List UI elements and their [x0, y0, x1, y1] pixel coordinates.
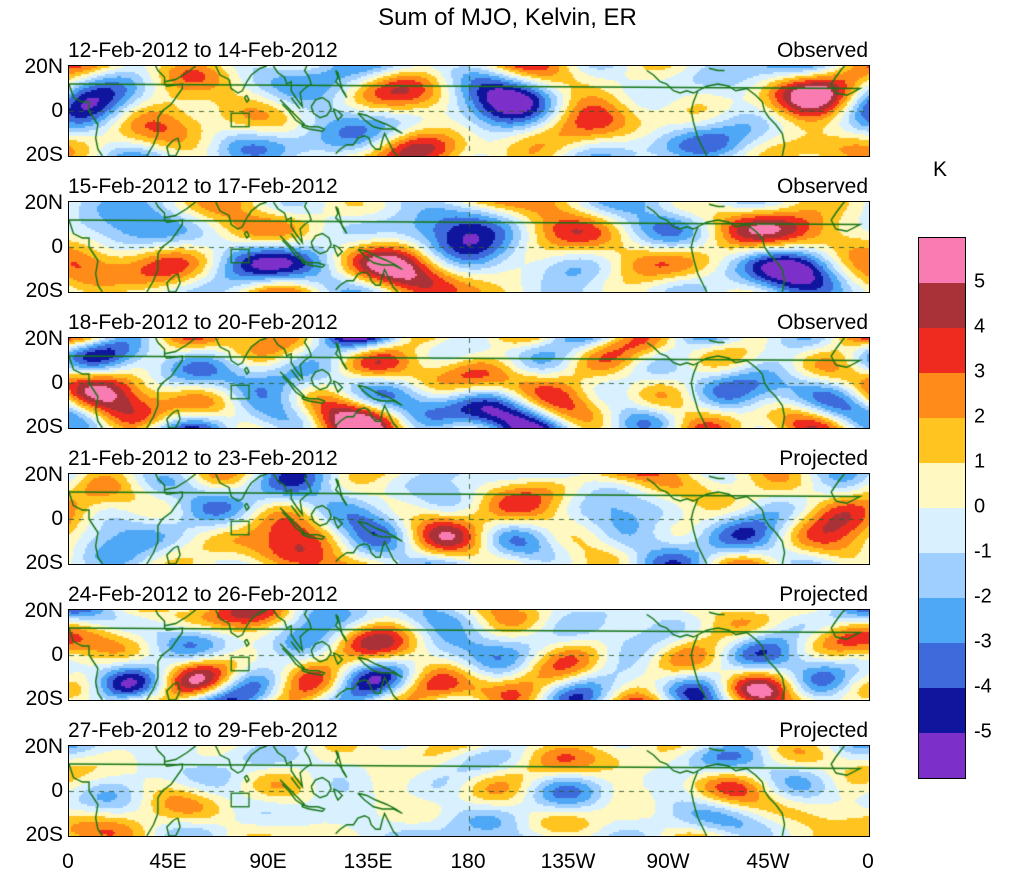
panel-date-range: 12-Feb-2012 to 14-Feb-2012	[68, 39, 338, 62]
y-tick-0: 0	[51, 643, 63, 666]
panel-date-range: 24-Feb-2012 to 26-Feb-2012	[68, 583, 338, 606]
y-tick-20N: 20N	[24, 55, 63, 78]
panel-status-label: Projected	[779, 719, 868, 742]
panel-header: 15-Feb-2012 to 17-Feb-2012 Observed	[68, 174, 868, 201]
panel-header: 24-Feb-2012 to 26-Feb-2012 Projected	[68, 582, 868, 609]
colorbar-tick-label: -2	[974, 585, 992, 608]
map-panel: 24-Feb-2012 to 26-Feb-2012 Projected 20N…	[0, 582, 870, 710]
panel-date-range: 27-Feb-2012 to 29-Feb-2012	[68, 719, 338, 742]
colorbar-segment	[919, 463, 965, 508]
map-panel: 15-Feb-2012 to 17-Feb-2012 Observed 20N …	[0, 174, 870, 302]
y-tick-0: 0	[51, 507, 63, 530]
chart-title: Sum of MJO, Kelvin, ER	[378, 4, 637, 31]
colorbar-segment	[919, 688, 965, 733]
y-tick-0: 0	[51, 235, 63, 258]
y-tick-20S: 20S	[25, 279, 63, 302]
panel-header: 12-Feb-2012 to 14-Feb-2012 Observed	[68, 38, 868, 65]
colorbar-tick-labels: 5 4 3 2 1 0 -1 -2 -3 -4 -5	[974, 237, 1014, 777]
y-tick-0: 0	[51, 779, 63, 802]
colorbar-segment	[919, 733, 965, 778]
colorbar-segment	[919, 643, 965, 688]
x-tick-label: 0	[862, 850, 874, 873]
x-axis: 0 45E 90E 135E 180 135W 90W 45W 0	[0, 850, 1015, 878]
y-tick-20S: 20S	[25, 143, 63, 166]
y-tick-20N: 20N	[24, 463, 63, 486]
colorbar-tick-label: 4	[974, 315, 986, 338]
panel-header: 18-Feb-2012 to 20-Feb-2012 Observed	[68, 310, 868, 337]
contour-map-canvas	[69, 474, 869, 564]
map-area: 20N 0 20S	[24, 327, 870, 438]
panel-date-range: 21-Feb-2012 to 23-Feb-2012	[68, 447, 338, 470]
colorbar-tick-label: 5	[974, 270, 986, 293]
map-area: 20N 0 20S	[24, 735, 870, 846]
colorbar	[918, 237, 966, 779]
map-panel: 27-Feb-2012 to 29-Feb-2012 Projected 20N…	[0, 718, 870, 846]
y-tick-0: 0	[51, 371, 63, 394]
map-panel: 21-Feb-2012 to 23-Feb-2012 Projected 20N…	[0, 446, 870, 574]
panels-container: 12-Feb-2012 to 14-Feb-2012 Observed 20N …	[0, 38, 870, 854]
colorbar-segment	[919, 508, 965, 553]
colorbar-tick-label: -3	[974, 630, 992, 653]
y-tick-20S: 20S	[25, 551, 63, 574]
contour-map-canvas	[69, 66, 869, 156]
map-area: 20N 0 20S	[24, 463, 870, 574]
colorbar-tick-label: 1	[974, 450, 986, 473]
panel-status-label: Observed	[776, 175, 868, 198]
map-area: 20N 0 20S	[24, 191, 870, 302]
panel-date-range: 15-Feb-2012 to 17-Feb-2012	[68, 175, 338, 198]
map-area: 20N 0 20S	[24, 599, 870, 710]
y-tick-20S: 20S	[25, 415, 63, 438]
colorbar-tick-label: -1	[974, 540, 992, 563]
contour-map-canvas	[69, 338, 869, 428]
panel-status-label: Observed	[776, 39, 868, 62]
x-tick-label: 45W	[746, 850, 790, 873]
colorbar-tick-label: 3	[974, 360, 986, 383]
panel-date-range: 18-Feb-2012 to 20-Feb-2012	[68, 311, 338, 334]
colorbar-tick-label: -4	[974, 675, 992, 698]
contour-map-canvas	[69, 202, 869, 292]
panel-status-label: Projected	[779, 583, 868, 606]
colorbar-unit-label: K	[932, 158, 947, 181]
contour-map-canvas	[69, 746, 869, 836]
y-tick-20S: 20S	[25, 823, 63, 846]
y-tick-20N: 20N	[24, 191, 63, 214]
colorbar-segment	[919, 283, 965, 328]
colorbar-segment	[919, 553, 965, 598]
x-tick-label: 90E	[249, 850, 287, 873]
panel-header: 27-Feb-2012 to 29-Feb-2012 Projected	[68, 718, 868, 745]
panel-status-label: Observed	[776, 311, 868, 334]
x-tick-label: 0	[62, 850, 74, 873]
map-panel: 18-Feb-2012 to 20-Feb-2012 Observed 20N …	[0, 310, 870, 438]
x-tick-label: 135E	[343, 850, 393, 873]
y-tick-0: 0	[51, 99, 63, 122]
colorbar-tick-label: 0	[974, 495, 986, 518]
y-tick-20S: 20S	[25, 687, 63, 710]
x-tick-label: 90W	[646, 850, 690, 873]
contour-map-canvas	[69, 610, 869, 700]
colorbar-tick-label: 2	[974, 405, 986, 428]
y-tick-20N: 20N	[24, 327, 63, 350]
colorbar-tick-label: -5	[974, 720, 992, 743]
x-tick-label: 180	[450, 850, 486, 873]
y-tick-20N: 20N	[24, 735, 63, 758]
x-tick-label: 135W	[540, 850, 596, 873]
colorbar-segment	[919, 238, 965, 283]
map-panel: 12-Feb-2012 to 14-Feb-2012 Observed 20N …	[0, 38, 870, 166]
colorbar-segment	[919, 328, 965, 373]
map-area: 20N 0 20S	[24, 55, 870, 166]
colorbar-segment	[919, 373, 965, 418]
colorbar-segment	[919, 598, 965, 643]
colorbar-segment	[919, 418, 965, 463]
y-tick-20N: 20N	[24, 599, 63, 622]
panel-header: 21-Feb-2012 to 23-Feb-2012 Projected	[68, 446, 868, 473]
panel-status-label: Projected	[779, 447, 868, 470]
x-tick-label: 45E	[149, 850, 187, 873]
